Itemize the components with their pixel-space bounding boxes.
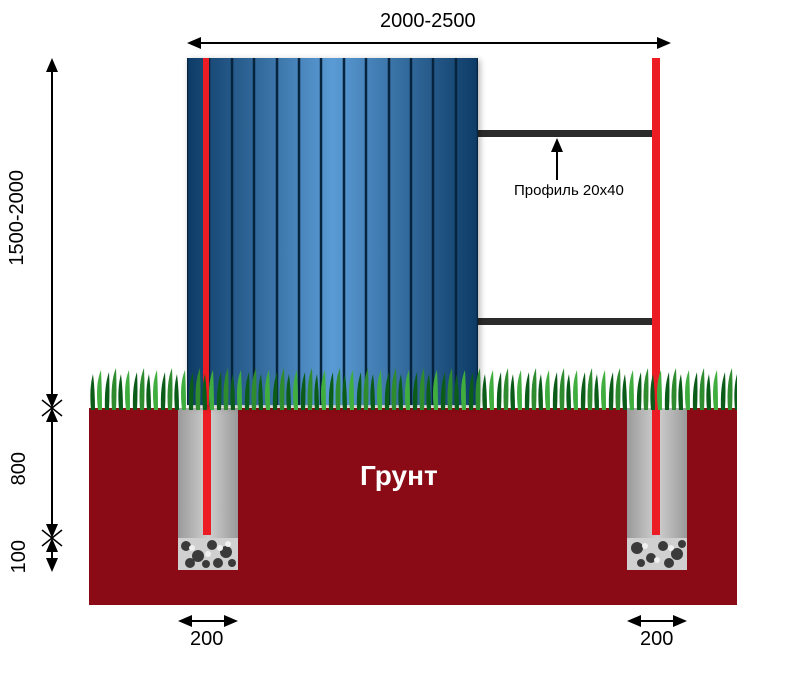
- dim-hole-r-line: [639, 620, 675, 622]
- dim-hole-r-al: [627, 615, 641, 627]
- dim-width-line: [198, 42, 660, 44]
- dim-hole-r-ar: [673, 615, 687, 627]
- dim-hole-l-al: [178, 615, 192, 627]
- profile-label: Профиль 20x40: [514, 182, 624, 199]
- post-left-tip: [203, 58, 209, 405]
- dim-depth100-arrow-d: [46, 558, 58, 572]
- tick-408: [40, 398, 64, 418]
- dim-hole-r-label: 200: [640, 628, 673, 651]
- diagram-stage: Грунт: [0, 0, 800, 674]
- dim-hole-l-line: [190, 620, 226, 622]
- dim-hole-l-label: 200: [190, 628, 223, 651]
- dim-depth800-label: 800: [8, 452, 31, 485]
- profile-callout-arrow: [551, 138, 563, 152]
- dim-height-line: [51, 70, 53, 396]
- dim-depth800-line: [51, 420, 53, 526]
- tick-538: [40, 528, 64, 548]
- grass-strip: [89, 368, 737, 410]
- post-right: [652, 58, 660, 535]
- dim-width-label: 2000-2500: [380, 10, 476, 33]
- dim-width-arrow-l: [187, 37, 201, 49]
- dim-height-arrow-u: [46, 58, 58, 72]
- hole-right-gravel: [627, 538, 687, 570]
- profile-callout-line: [556, 150, 558, 180]
- panel-sheet: [187, 58, 478, 405]
- dim-depth100-label: 100: [8, 540, 31, 573]
- dim-hole-l-ar: [224, 615, 238, 627]
- dim-width-arrow-r: [657, 37, 671, 49]
- hole-left-gravel: [178, 538, 238, 570]
- ground-label: Грунт: [360, 460, 438, 492]
- dim-height-label: 1500-2000: [6, 170, 29, 266]
